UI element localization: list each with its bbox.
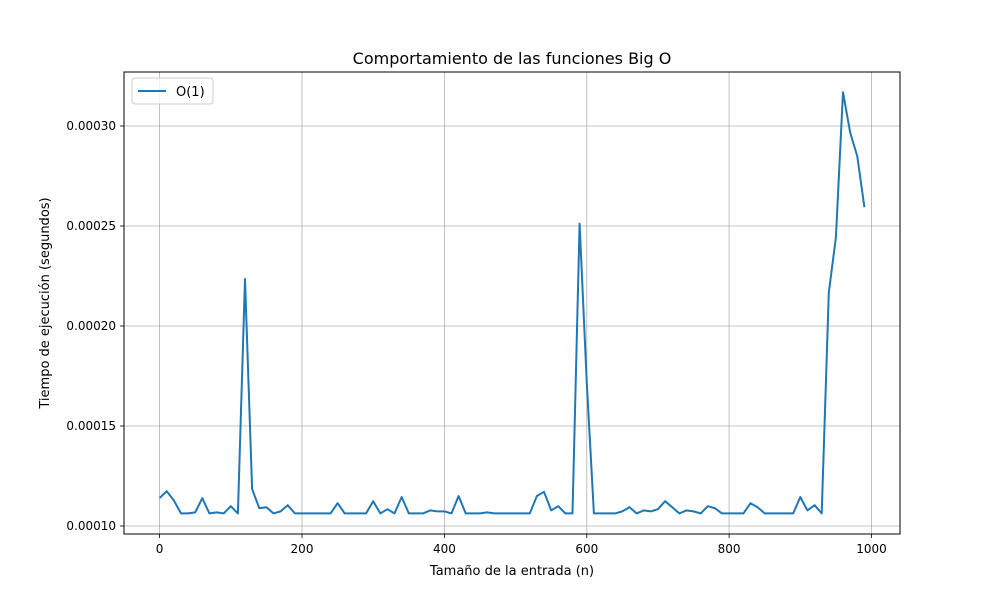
- y-axis-label: Tiempo de ejecución (segundos): [38, 197, 53, 409]
- y-tick-label: 0.00025: [66, 219, 116, 233]
- x-tick-label: 800: [718, 542, 741, 556]
- y-tick-label: 0.00030: [66, 119, 116, 133]
- x-tick-label: 0: [156, 542, 164, 556]
- y-tick-label: 0.00015: [66, 419, 116, 433]
- x-tick-label: 200: [291, 542, 314, 556]
- grid: [124, 72, 900, 534]
- x-axis-label: Tamaño de la entrada (n): [429, 564, 594, 579]
- legend: O(1): [131, 77, 214, 105]
- x-tick-label: 1000: [856, 542, 887, 556]
- plot-lines: [158, 91, 866, 515]
- series-line-0: [158, 91, 866, 515]
- x-axis-ticks: 0 200 400 600 800 1000: [156, 534, 887, 556]
- x-tick-label: 600: [575, 542, 598, 556]
- y-tick-label: 0.00010: [66, 519, 116, 533]
- plot-frame: [123, 71, 901, 535]
- legend-box: [131, 77, 214, 105]
- legend-label-o1: O(1): [176, 85, 205, 100]
- y-axis-ticks: 0.00010 0.00015 0.00020 0.00025 0.00030: [66, 119, 124, 533]
- chart-title: Comportamiento de las funciones Big O: [353, 49, 672, 68]
- x-tick-label: 400: [433, 542, 456, 556]
- y-tick-label: 0.00020: [66, 319, 116, 333]
